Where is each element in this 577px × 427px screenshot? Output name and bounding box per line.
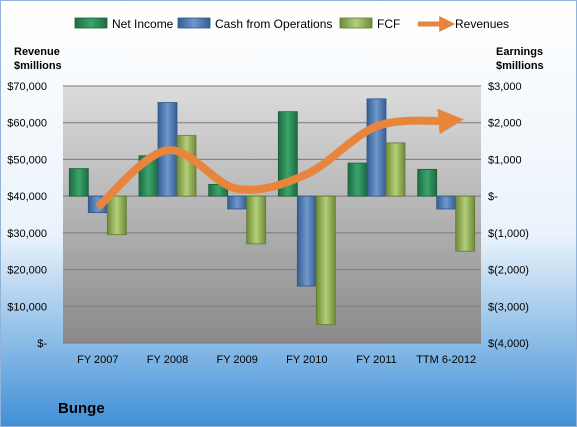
bar-cash-from-operations-2 (227, 195, 248, 210)
legend-label: Net Income (112, 17, 174, 31)
x-tick-label: FY 2008 (147, 354, 188, 366)
left-axis-ticks: $- $10,000 $20,000 $30,000 $40,000 $50,000 $60… (7, 81, 47, 350)
left-tick-label: $60,000 (7, 118, 47, 130)
legend-swatch (339, 17, 373, 29)
gridlines (63, 85, 481, 344)
chart-title: Bunge (58, 400, 105, 417)
bar-series (68, 98, 476, 326)
legend-item-cash-from-operations: Cash from Operations (177, 17, 332, 31)
left-tick-label: $70,000 (7, 81, 47, 93)
right-tick-label: $(3,000) (488, 301, 529, 313)
left-axis-title-line2: $millions (14, 60, 62, 72)
x-axis-labels: FY 2007 FY 2008 FY 2009 FY 2010 FY 2011 TTM 6… (77, 354, 476, 366)
left-tick-label: $20,000 (7, 265, 47, 277)
bar-fcf-5 (455, 195, 476, 252)
revenue-line (95, 108, 465, 211)
bar-net-income-5 (417, 168, 438, 197)
right-tick-label: $2,000 (488, 118, 522, 130)
left-axis-title: Revenue $millions (14, 46, 62, 72)
right-axis-title-line1: Earnings (496, 46, 543, 58)
right-axis-ticks: $(4,000) $(3,000) $(2,000) $(1,000) $- $1,000… (488, 81, 529, 350)
legend-label: FCF (377, 17, 400, 31)
bar-fcf-3 (315, 195, 336, 326)
right-tick-label: $- (488, 191, 498, 203)
legend-item-revenues: Revenues (418, 15, 509, 33)
bar-fcf-4 (385, 142, 406, 197)
bar-fcf-0 (106, 195, 127, 236)
x-tick-label: FY 2010 (286, 354, 327, 366)
revenue-line-path (95, 108, 465, 211)
legend-label: Revenues (455, 17, 509, 31)
bar-net-income-0 (68, 168, 89, 197)
right-tick-label: $(1,000) (488, 228, 529, 240)
right-axis-title: Earnings $millions (496, 46, 544, 72)
right-tick-label: $(4,000) (488, 338, 529, 350)
legend: Net Income Cash from Operations FCF Revenue… (74, 15, 509, 33)
x-tick-label: TTM 6-2012 (416, 354, 476, 366)
left-tick-label: $10,000 (7, 301, 47, 313)
right-tick-label: $3,000 (488, 81, 522, 93)
legend-swatch (74, 17, 108, 29)
legend-swatch (177, 17, 211, 29)
right-axis-title-line2: $millions (496, 60, 544, 72)
left-axis-title-line1: Revenue (14, 46, 60, 58)
left-tick-label: $50,000 (7, 154, 47, 166)
legend-label: Cash from Operations (215, 17, 332, 31)
bar-cash-from-operations-3 (296, 195, 317, 287)
bar-net-income-4 (347, 162, 368, 197)
bar-net-income-3 (277, 111, 298, 197)
bar-fcf-2 (246, 195, 267, 245)
bar-fcf-1 (176, 135, 197, 197)
left-tick-label: $40,000 (7, 191, 47, 203)
plot-area (63, 86, 481, 343)
bar-cash-from-operations-5 (436, 195, 457, 210)
legend-item-net-income: Net Income (74, 17, 174, 31)
x-tick-label: FY 2007 (77, 354, 118, 366)
left-tick-label: $- (37, 338, 47, 350)
bar-cash-from-operations-4 (366, 98, 387, 197)
right-tick-label: $(2,000) (488, 265, 529, 277)
left-tick-label: $30,000 (7, 228, 47, 240)
right-tick-label: $1,000 (488, 154, 522, 166)
x-tick-label: FY 2009 (216, 354, 257, 366)
legend-item-fcf: FCF (339, 17, 400, 31)
x-tick-label: FY 2011 (356, 354, 397, 366)
